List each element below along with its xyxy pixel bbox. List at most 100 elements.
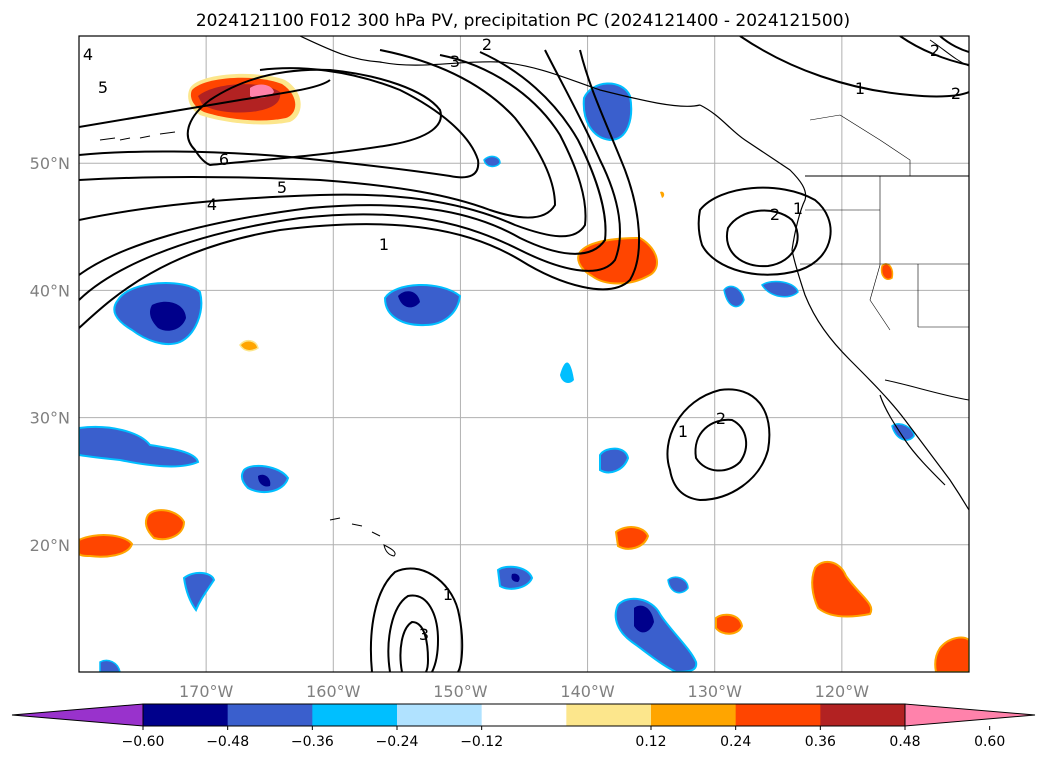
contour-label: 2 (716, 409, 726, 428)
colorbar-extend-high (904, 703, 1036, 727)
precip-blob-pos-1 (145, 509, 186, 541)
colorbar-segment (735, 704, 821, 726)
pv-contour-south-inner (387, 594, 440, 672)
pv-contour-cutoff-outer (697, 186, 832, 276)
colorbar-segment (143, 704, 229, 726)
precip-blob-pos-2 (79, 534, 134, 558)
contour-label: 2 (930, 41, 940, 60)
hawaii-islands (329, 517, 396, 557)
pv-contour-subtrop-outer (666, 388, 771, 502)
coastline-us-west (791, 249, 969, 511)
precip-blob-neg-south-1 (182, 572, 216, 613)
precip-blob-pos-6 (934, 636, 969, 672)
precip-blob-central-neg-2 (599, 447, 630, 474)
border-us-mexico (884, 379, 969, 401)
pv-contour-2a (79, 49, 621, 301)
longitude-label: 170°W (179, 682, 234, 701)
colorbar-segment (312, 704, 398, 726)
precip-small-2 (239, 340, 259, 352)
longitude-label: 150°W (433, 682, 488, 701)
precip-blob-pos-3 (614, 526, 650, 550)
colorbar-tick-label: 0.24 (720, 734, 751, 750)
contour-label: 2 (770, 205, 780, 224)
contour-label: 1 (793, 199, 803, 218)
pv-contour-south-outer (369, 567, 464, 672)
gridlines (79, 36, 969, 672)
pv-contour-labels: 5 4 3 2 6 5 4 1 2 1 1 2 2 1 1 2 3 (83, 35, 961, 644)
alaska-panhandle (809, 114, 911, 176)
precip-small-1 (483, 155, 501, 168)
figure-title: 2024121100 F012 300 hPa PV, precipitatio… (196, 11, 850, 31)
precip-blob-central-pos (577, 236, 658, 285)
colorbar-segment (481, 704, 567, 726)
precip-small-3 (560, 362, 574, 383)
contour-label: 3 (419, 625, 429, 644)
contour-label: 5 (98, 78, 108, 97)
coastlines (99, 36, 969, 557)
colorbar-tick-label: −0.12 (460, 734, 503, 750)
colorbar-segment (566, 704, 652, 726)
contour-label: 6 (219, 150, 229, 169)
contour-label: 2 (482, 35, 492, 54)
pv-contour-4 (79, 49, 557, 219)
colorbar-tick-label: 0.60 (974, 734, 1005, 750)
contour-label: 1 (678, 422, 688, 441)
colorbar-tick-label: −0.36 (291, 734, 334, 750)
pv-contour-ne-3 (939, 36, 969, 53)
colorbar-tick-label: 0.12 (635, 734, 666, 750)
latitude-label: 50°N (30, 154, 70, 173)
pv-contour-6 (79, 79, 331, 128)
precip-small-5 (760, 280, 799, 298)
longitude-label: 130°W (688, 682, 743, 701)
pv-contour-6b (186, 68, 442, 167)
pv-contour-ne-2 (899, 36, 969, 66)
precip-blob-west-1-core (150, 301, 186, 331)
contour-label: 4 (83, 45, 93, 64)
precip-small-7 (660, 191, 665, 198)
colorbar-frame (142, 703, 906, 727)
precip-small-4 (723, 285, 745, 308)
longitude-labels: 170°W 160°W 150°W 140°W 130°W 120°W (179, 682, 869, 701)
pv-contour-cutoff-inner (725, 209, 799, 268)
pv-contour-subtrop-inner (694, 418, 748, 472)
contour-label: 2 (951, 84, 961, 103)
map-panel: 5 4 3 2 6 5 4 1 2 1 1 2 2 1 1 2 3 (78, 35, 970, 673)
precip-shading (79, 73, 969, 672)
precip-blob-neg-south-2-core (511, 573, 520, 582)
pv-contours (79, 36, 969, 672)
coastline-baja (879, 394, 946, 486)
longitude-label: 160°W (306, 682, 361, 701)
colorbar-segment (651, 704, 737, 726)
map-frame (78, 35, 970, 673)
colorbar-tick-label: 0.36 (805, 734, 836, 750)
precip-blob-neg-south-3-core (634, 605, 654, 633)
colorbar-extend-low (11, 703, 144, 727)
state-lines (800, 176, 969, 331)
coastline-bc (699, 104, 807, 251)
contour-label: 1 (443, 585, 453, 604)
contour-label: 3 (450, 52, 460, 71)
colorbar-segment (820, 704, 906, 726)
pv-contour-1 (79, 49, 640, 329)
pv-contour-2b (79, 51, 607, 276)
contour-label: 1 (379, 235, 389, 254)
precip-blob-neg-south-4 (667, 576, 689, 594)
colorbar-tick-label: −0.60 (122, 734, 165, 750)
latitude-label: 40°N (30, 281, 70, 300)
pv-contour-ne-1 (739, 36, 969, 98)
precip-blob-central-neg-core (398, 291, 420, 308)
latitude-label: 30°N (30, 409, 70, 428)
pv-contour-5 (79, 67, 480, 179)
contour-label: 4 (207, 195, 217, 214)
precip-blob-west-3-core (258, 474, 271, 487)
colorbar-tick-label: −0.24 (376, 734, 419, 750)
latitude-label: 20°N (30, 536, 70, 555)
precip-blob-west-2 (79, 426, 200, 468)
colorbar-tick-label: 0.48 (889, 734, 920, 750)
precip-small-6 (880, 263, 894, 280)
contour-label: 5 (277, 178, 287, 197)
longitude-label: 120°W (815, 682, 870, 701)
latitude-labels: 50°N 40°N 30°N 20°N (30, 154, 70, 555)
colorbar: −0.60 −0.48 −0.36 −0.24 −0.12 0.12 0.24 0.36 0.4… (11, 703, 1036, 750)
